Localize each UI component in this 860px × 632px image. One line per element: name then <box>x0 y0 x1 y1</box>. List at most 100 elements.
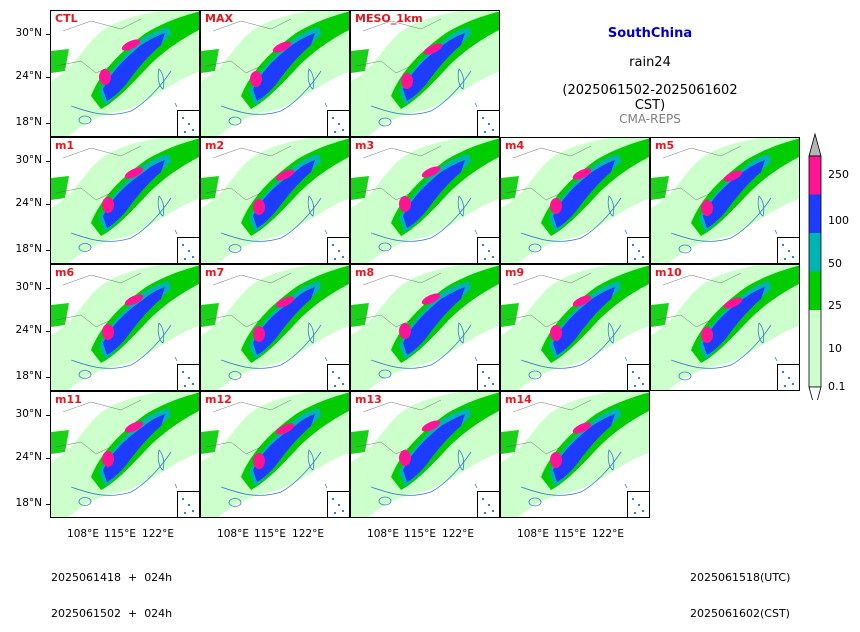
lon-tick-label: 108°E <box>217 528 249 540</box>
colorbar-extend-max <box>808 132 822 157</box>
south-china-sea-inset <box>477 237 499 263</box>
colorbar-segment <box>809 271 821 310</box>
panel-m4: m4 <box>500 137 650 264</box>
colorbar-level-label: 250 <box>828 168 849 182</box>
panel-m7: m7 <box>200 264 350 391</box>
lon-tick-label: 115°E <box>404 528 436 540</box>
lat-tick-mark <box>46 204 50 205</box>
period-label: (2025061502-2025061602 CST) <box>562 83 738 113</box>
panel-m10: m10 <box>650 264 800 391</box>
lon-tick-label: 122°E <box>592 528 624 540</box>
south-china-sea-inset <box>477 110 499 136</box>
panel-meso-1km: MESO_1km <box>350 10 500 137</box>
lat-tick-label: 24°N <box>15 197 42 209</box>
lat-tick-mark <box>46 331 50 332</box>
colorbar-level-label: 10 <box>828 341 842 355</box>
south-china-sea-inset <box>177 237 199 263</box>
lat-tick-label: 24°N <box>15 324 42 336</box>
panel-label: CTL <box>55 12 78 25</box>
lon-tick-label: 122°E <box>142 528 174 540</box>
panel-m2: m2 <box>200 137 350 264</box>
panel-label: m4 <box>505 139 525 152</box>
lat-tick-mark <box>46 123 50 124</box>
lat-tick-mark <box>46 250 50 251</box>
colorbar-level-label: 50 <box>828 256 842 270</box>
panel-label: m1 <box>55 139 75 152</box>
lat-tick-mark <box>46 34 50 35</box>
south-china-sea-inset <box>627 364 649 390</box>
lat-tick-mark <box>46 77 50 78</box>
lat-tick-label: 30°N <box>15 281 42 293</box>
panel-m11: m11 <box>50 391 200 518</box>
colorbar-segment <box>809 233 821 272</box>
colorbar-segment <box>809 156 821 195</box>
lat-tick-label: 18°N <box>15 370 42 382</box>
lon-tick-label: 115°E <box>254 528 286 540</box>
lon-tick-label: 108°E <box>67 528 99 540</box>
panel-m12: m12 <box>200 391 350 518</box>
south-china-sea-inset <box>177 491 199 517</box>
footer-valid-line2: 2025061602(CST) <box>690 607 790 620</box>
south-china-sea-inset <box>777 364 799 390</box>
lat-tick-mark <box>46 415 50 416</box>
colorbar-segment <box>809 194 821 233</box>
panel-m5: m5 <box>650 137 800 264</box>
lat-tick-mark <box>46 377 50 378</box>
footer-valid-time: 2025061518(UTC) 2025061602(CST) <box>690 548 790 632</box>
panel-label: m3 <box>355 139 375 152</box>
panel-label: m11 <box>55 393 82 406</box>
lon-tick-label: 122°E <box>442 528 474 540</box>
lon-tick-label: 108°E <box>517 528 549 540</box>
south-china-sea-inset <box>327 364 349 390</box>
lat-tick-label: 18°N <box>15 497 42 509</box>
panel-m9: m9 <box>500 264 650 391</box>
lat-tick-label: 18°N <box>15 243 42 255</box>
colorbar-level-label: 25 <box>828 299 842 313</box>
panel-label: m12 <box>205 393 232 406</box>
lat-tick-label: 24°N <box>15 70 42 82</box>
panel-label: MESO_1km <box>355 12 423 25</box>
lat-tick-label: 24°N <box>15 451 42 463</box>
panel-label: m5 <box>655 139 675 152</box>
south-china-sea-inset <box>477 364 499 390</box>
lat-tick-mark <box>46 288 50 289</box>
panel-m6: m6 <box>50 264 200 391</box>
panel-m3: m3 <box>350 137 500 264</box>
colorbar-segment <box>809 310 821 349</box>
lat-tick-label: 18°N <box>15 116 42 128</box>
panel-label: MAX <box>205 12 233 25</box>
lat-tick-label: 30°N <box>15 27 42 39</box>
lat-tick-mark <box>46 161 50 162</box>
footer-valid-line1: 2025061518(UTC) <box>690 571 791 584</box>
panel-label: m10 <box>655 266 682 279</box>
lon-tick-label: 115°E <box>554 528 586 540</box>
panel-m8: m8 <box>350 264 500 391</box>
panel-label: m14 <box>505 393 532 406</box>
lon-tick-label: 115°E <box>104 528 136 540</box>
south-china-sea-inset <box>477 491 499 517</box>
south-china-sea-inset <box>777 237 799 263</box>
south-china-sea-inset <box>327 110 349 136</box>
panel-m14: m14 <box>500 391 650 518</box>
region-title: SouthChina <box>607 26 693 41</box>
colorbar-level-label: 0.1 <box>828 380 846 393</box>
panel-label: m7 <box>205 266 225 279</box>
south-china-sea-inset <box>627 491 649 517</box>
panel-label: m2 <box>205 139 225 152</box>
system-label: CMA-REPS <box>619 112 681 126</box>
footer-init-line2: 2025061502 + 024h <box>51 607 173 620</box>
colorbar-segment <box>809 348 821 387</box>
panel-label: m6 <box>55 266 75 279</box>
south-china-sea-inset <box>327 237 349 263</box>
south-china-sea-inset <box>327 491 349 517</box>
lon-tick-label: 108°E <box>367 528 399 540</box>
panel-ctl: CTL <box>50 10 200 137</box>
colorbar-level-label: 100 <box>828 214 849 228</box>
lat-tick-mark <box>46 504 50 505</box>
colorbar-extend-min <box>808 386 822 400</box>
panel-label: m8 <box>355 266 375 279</box>
panel-label: m13 <box>355 393 382 406</box>
footer-init-line1: 2025061418 + 024h <box>51 571 173 584</box>
panel-label: m9 <box>505 266 525 279</box>
panel-m13: m13 <box>350 391 500 518</box>
